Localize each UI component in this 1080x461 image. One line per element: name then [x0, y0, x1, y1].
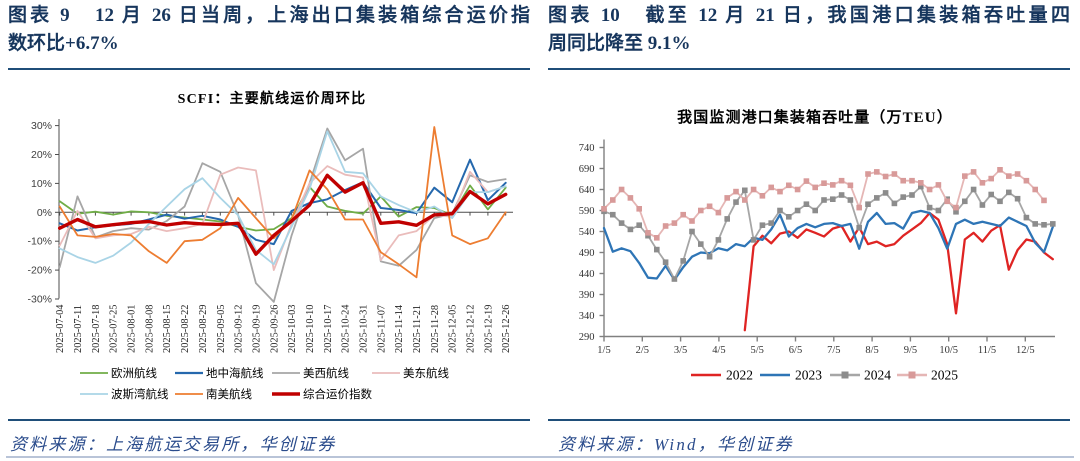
- svg-text:2025-09-26: 2025-09-26: [269, 305, 280, 353]
- svg-text:-30%: -30%: [27, 294, 52, 306]
- svg-text:340: 340: [579, 311, 595, 322]
- svg-text:地中海航线: 地中海航线: [206, 366, 264, 380]
- svg-text:2025-10-31: 2025-10-31: [359, 305, 370, 353]
- svg-text:0%: 0%: [37, 207, 52, 219]
- svg-text:2025-09-19: 2025-09-19: [251, 305, 262, 353]
- svg-text:10/5: 10/5: [939, 345, 958, 356]
- svg-text:690: 690: [579, 164, 595, 175]
- svg-text:7/5: 7/5: [827, 345, 840, 356]
- svg-text:-20%: -20%: [27, 265, 52, 277]
- svg-text:2025-10-24: 2025-10-24: [341, 304, 352, 353]
- svg-text:4/5: 4/5: [712, 345, 725, 356]
- svg-text:490: 490: [579, 248, 595, 259]
- svg-text:11/5: 11/5: [978, 345, 996, 356]
- svg-text:640: 640: [579, 185, 595, 196]
- svg-text:2025-07-25: 2025-07-25: [109, 305, 120, 353]
- svg-text:590: 590: [579, 206, 595, 217]
- svg-text:美西航线: 美西航线: [303, 366, 349, 380]
- svg-text:2025-12-19: 2025-12-19: [483, 305, 494, 353]
- svg-text:2025-10-10: 2025-10-10: [305, 305, 316, 353]
- svg-text:欧洲航线: 欧洲航线: [111, 366, 157, 380]
- svg-text:2025-09-12: 2025-09-12: [234, 305, 245, 353]
- svg-text:440: 440: [579, 269, 595, 280]
- svg-text:2025-09-05: 2025-09-05: [216, 305, 227, 353]
- svg-text:2025-11-07: 2025-11-07: [376, 305, 387, 353]
- svg-text:2025-08-01: 2025-08-01: [127, 305, 138, 353]
- svg-text:5/5: 5/5: [750, 345, 763, 356]
- svg-text:6/5: 6/5: [789, 345, 802, 356]
- svg-text:2025-08-29: 2025-08-29: [198, 305, 209, 353]
- svg-text:2025-11-28: 2025-11-28: [430, 305, 441, 353]
- svg-text:南美航线: 南美航线: [206, 387, 252, 401]
- svg-text:2025: 2025: [931, 368, 958, 383]
- svg-text:30%: 30%: [31, 120, 52, 132]
- svg-text:2025-11-21: 2025-11-21: [412, 305, 423, 353]
- svg-text:2025-07-18: 2025-07-18: [91, 305, 102, 353]
- svg-text:波斯湾航线: 波斯湾航线: [111, 387, 169, 401]
- svg-text:2025-08-22: 2025-08-22: [180, 305, 191, 353]
- svg-text:2023: 2023: [795, 368, 822, 383]
- svg-text:2022: 2022: [726, 368, 753, 383]
- svg-text:-10%: -10%: [27, 236, 52, 248]
- svg-text:2025-07-04: 2025-07-04: [55, 304, 66, 353]
- svg-text:2025-11-14: 2025-11-14: [394, 304, 405, 353]
- svg-text:1/5: 1/5: [597, 345, 610, 356]
- svg-text:20%: 20%: [31, 149, 52, 161]
- svg-text:8/5: 8/5: [865, 345, 878, 356]
- svg-text:10%: 10%: [31, 178, 52, 190]
- svg-text:12/5: 12/5: [1016, 345, 1035, 356]
- svg-text:290: 290: [579, 332, 595, 343]
- svg-text:2025-08-15: 2025-08-15: [162, 305, 173, 353]
- svg-text:2025-12-12: 2025-12-12: [466, 305, 477, 353]
- svg-text:2025-12-26: 2025-12-26: [501, 305, 512, 353]
- svg-text:美东航线: 美东航线: [403, 366, 449, 380]
- svg-text:2025-12-05: 2025-12-05: [448, 305, 459, 353]
- svg-text:2025-10-17: 2025-10-17: [323, 305, 334, 353]
- svg-text:综合运价指数: 综合运价指数: [303, 387, 372, 401]
- svg-text:2025-10-03: 2025-10-03: [287, 305, 298, 353]
- svg-text:9/5: 9/5: [904, 345, 917, 356]
- svg-text:3/5: 3/5: [674, 345, 687, 356]
- svg-text:2024: 2024: [864, 368, 891, 383]
- svg-text:390: 390: [579, 290, 595, 301]
- svg-text:2/5: 2/5: [636, 345, 649, 356]
- svg-text:2025-08-08: 2025-08-08: [144, 305, 155, 353]
- svg-text:540: 540: [579, 227, 595, 238]
- svg-text:740: 740: [579, 143, 595, 154]
- svg-text:2025-07-11: 2025-07-11: [73, 305, 84, 353]
